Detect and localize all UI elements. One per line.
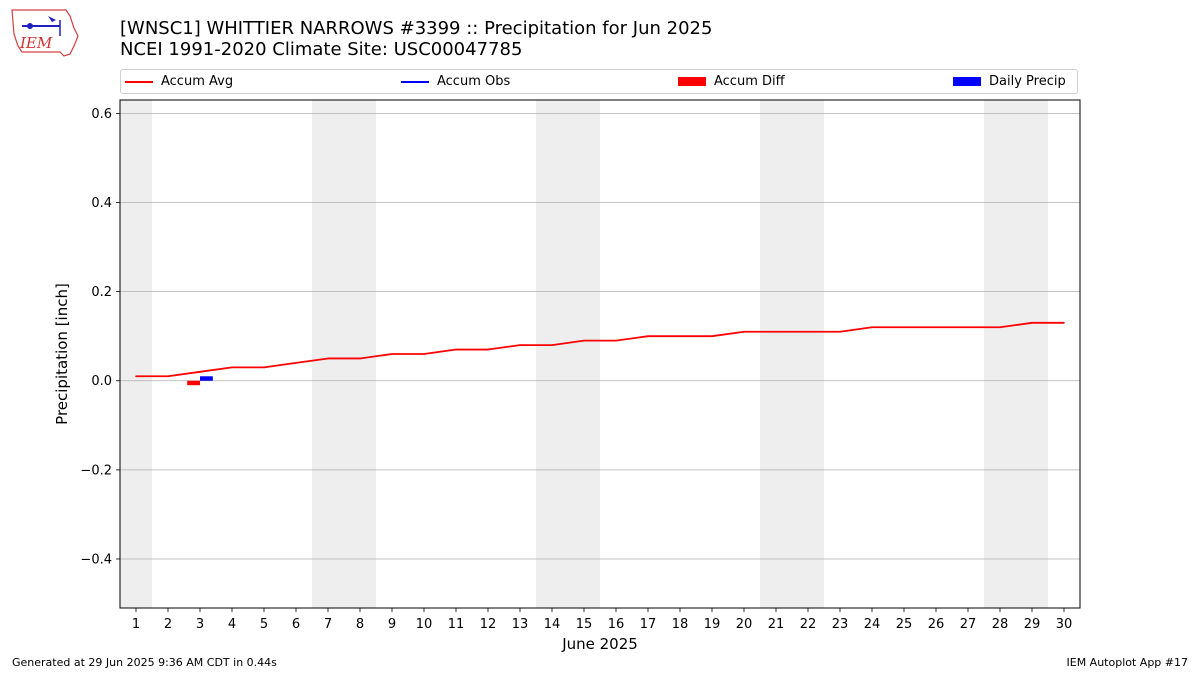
plot-frame [119,99,1081,609]
x-tick-label: 20 [736,617,753,632]
weekend-band-0 [120,100,152,608]
x-axis-label: June 2025 [561,635,638,653]
x-tick-label: 5 [260,617,268,632]
x-tick-label: 6 [292,617,300,632]
accum-avg-point [999,326,1001,329]
accum-avg-point [263,366,265,369]
accum-avg-point [199,371,201,373]
legend-accum-diff: Accum Diff [678,74,785,90]
accum-avg-point [391,353,393,355]
x-tick-label: 11 [448,617,465,632]
x-tick-label: 1 [132,617,140,632]
x-tick-label: 12 [480,617,497,632]
chart-title: [WNSC1] WHITTIER NARROWS #3399 :: Precip… [120,18,712,60]
x-tick-label: 7 [324,617,332,632]
x-tick-label: 28 [992,617,1009,632]
accum-avg-point [711,335,713,337]
legend-accum-diff-label: Accum Diff [714,74,785,89]
accum-avg-point [487,348,489,351]
accum-avg-point [1031,322,1033,324]
legend-accum-avg-swatch [125,80,153,83]
footer-generated: Generated at 29 Jun 2025 9:36 AM CDT in … [12,656,277,669]
x-tick-label: 19 [704,617,721,632]
legend-accum-diff-swatch [678,77,706,86]
weekend-band-1 [312,100,376,608]
chart-title-line1: [WNSC1] WHITTIER NARROWS #3399 :: Precip… [120,18,713,39]
weekend-band-4 [984,100,1048,608]
x-tick-label: 26 [928,617,945,632]
legend-accum-avg: Accum Avg [125,74,233,90]
accum-avg-point [1063,322,1065,324]
accum-avg-point [839,330,841,333]
x-tick-label: 29 [1024,617,1041,632]
x-tick-label: 4 [228,617,236,632]
y-tick-label: 0.6 [91,107,112,122]
legend-daily-precip-swatch [953,77,981,86]
x-tick-label: 25 [896,617,913,632]
accum-avg-point [231,366,233,369]
accum-avg-point [423,353,425,355]
legend-accum-obs-swatch [401,80,429,83]
y-axis-label: Precipitation [inch] [53,283,71,425]
x-tick-label: 21 [768,617,785,632]
legend-accum-obs: Accum Obs [401,74,510,90]
accum-avg-point [871,326,873,329]
legend-daily-precip: Daily Precip [953,74,1066,90]
accum-avg-point [615,339,617,342]
x-tick-label: 9 [388,617,396,632]
y-tick-label: −0.2 [80,463,112,478]
x-tick-label: 18 [672,617,689,632]
x-tick-label: 10 [416,617,433,632]
weekend-band-3 [760,100,824,608]
accum-avg-point [167,375,169,378]
footer-app-id: IEM Autoplot App #17 [1066,656,1189,669]
x-tick-label: 17 [640,617,657,632]
series-line-accum-avg [136,321,1064,378]
accum-avg-point [583,339,585,342]
accum-avg-point [679,335,681,337]
weekend-band-2 [536,100,600,608]
x-tick-label: 14 [544,617,561,632]
x-tick-label: 13 [512,617,529,632]
x-tick-label: 16 [608,617,625,632]
accum-avg-point [295,362,297,364]
legend-accum-avg-label: Accum Avg [161,74,234,89]
y-tick-label: 0.2 [91,285,112,300]
accum-avg-point [935,326,937,329]
accum-avg-point [647,335,649,337]
x-tick-label: 2 [164,617,172,632]
iem-logo: IEM [11,9,79,57]
legend-daily-precip-label: Daily Precip [989,74,1066,89]
chart-legend: Accum Avg Accum Obs Accum Diff Daily Pre… [120,69,1078,94]
x-tick-label: 27 [960,617,977,632]
accum-avg-point [135,375,137,378]
y-tick-label: 0.4 [91,196,112,211]
x-tick-label: 23 [832,617,849,632]
x-tick-label: 24 [864,617,881,632]
iem-logo-text: IEM [19,34,53,52]
accum-avg-point [359,357,361,360]
accum-avg-point [807,330,809,333]
x-tick-label: 22 [800,617,817,632]
chart-title-line2: NCEI 1991-2020 Climate Site: USC00047785 [120,39,523,60]
y-tick-label: 0.0 [91,374,112,389]
x-tick-label: 8 [356,617,364,632]
x-tick-label: 30 [1056,617,1073,632]
y-tick-label: −0.4 [80,552,112,567]
accum-diff-bar [187,380,200,386]
accum-avg-point [455,348,457,351]
accum-avg-point [327,357,329,360]
accum-avg-point [775,330,777,333]
x-tick-label: 15 [576,617,593,632]
x-tick-label: 3 [196,617,204,632]
accum-avg-point [967,326,969,329]
accum-avg-point [551,344,553,346]
daily-precip-bar [200,376,213,381]
accum-avg-point [743,330,745,333]
accum-avg-point [903,326,905,329]
accum-avg-point [519,344,521,346]
legend-accum-obs-label: Accum Obs [437,74,511,89]
